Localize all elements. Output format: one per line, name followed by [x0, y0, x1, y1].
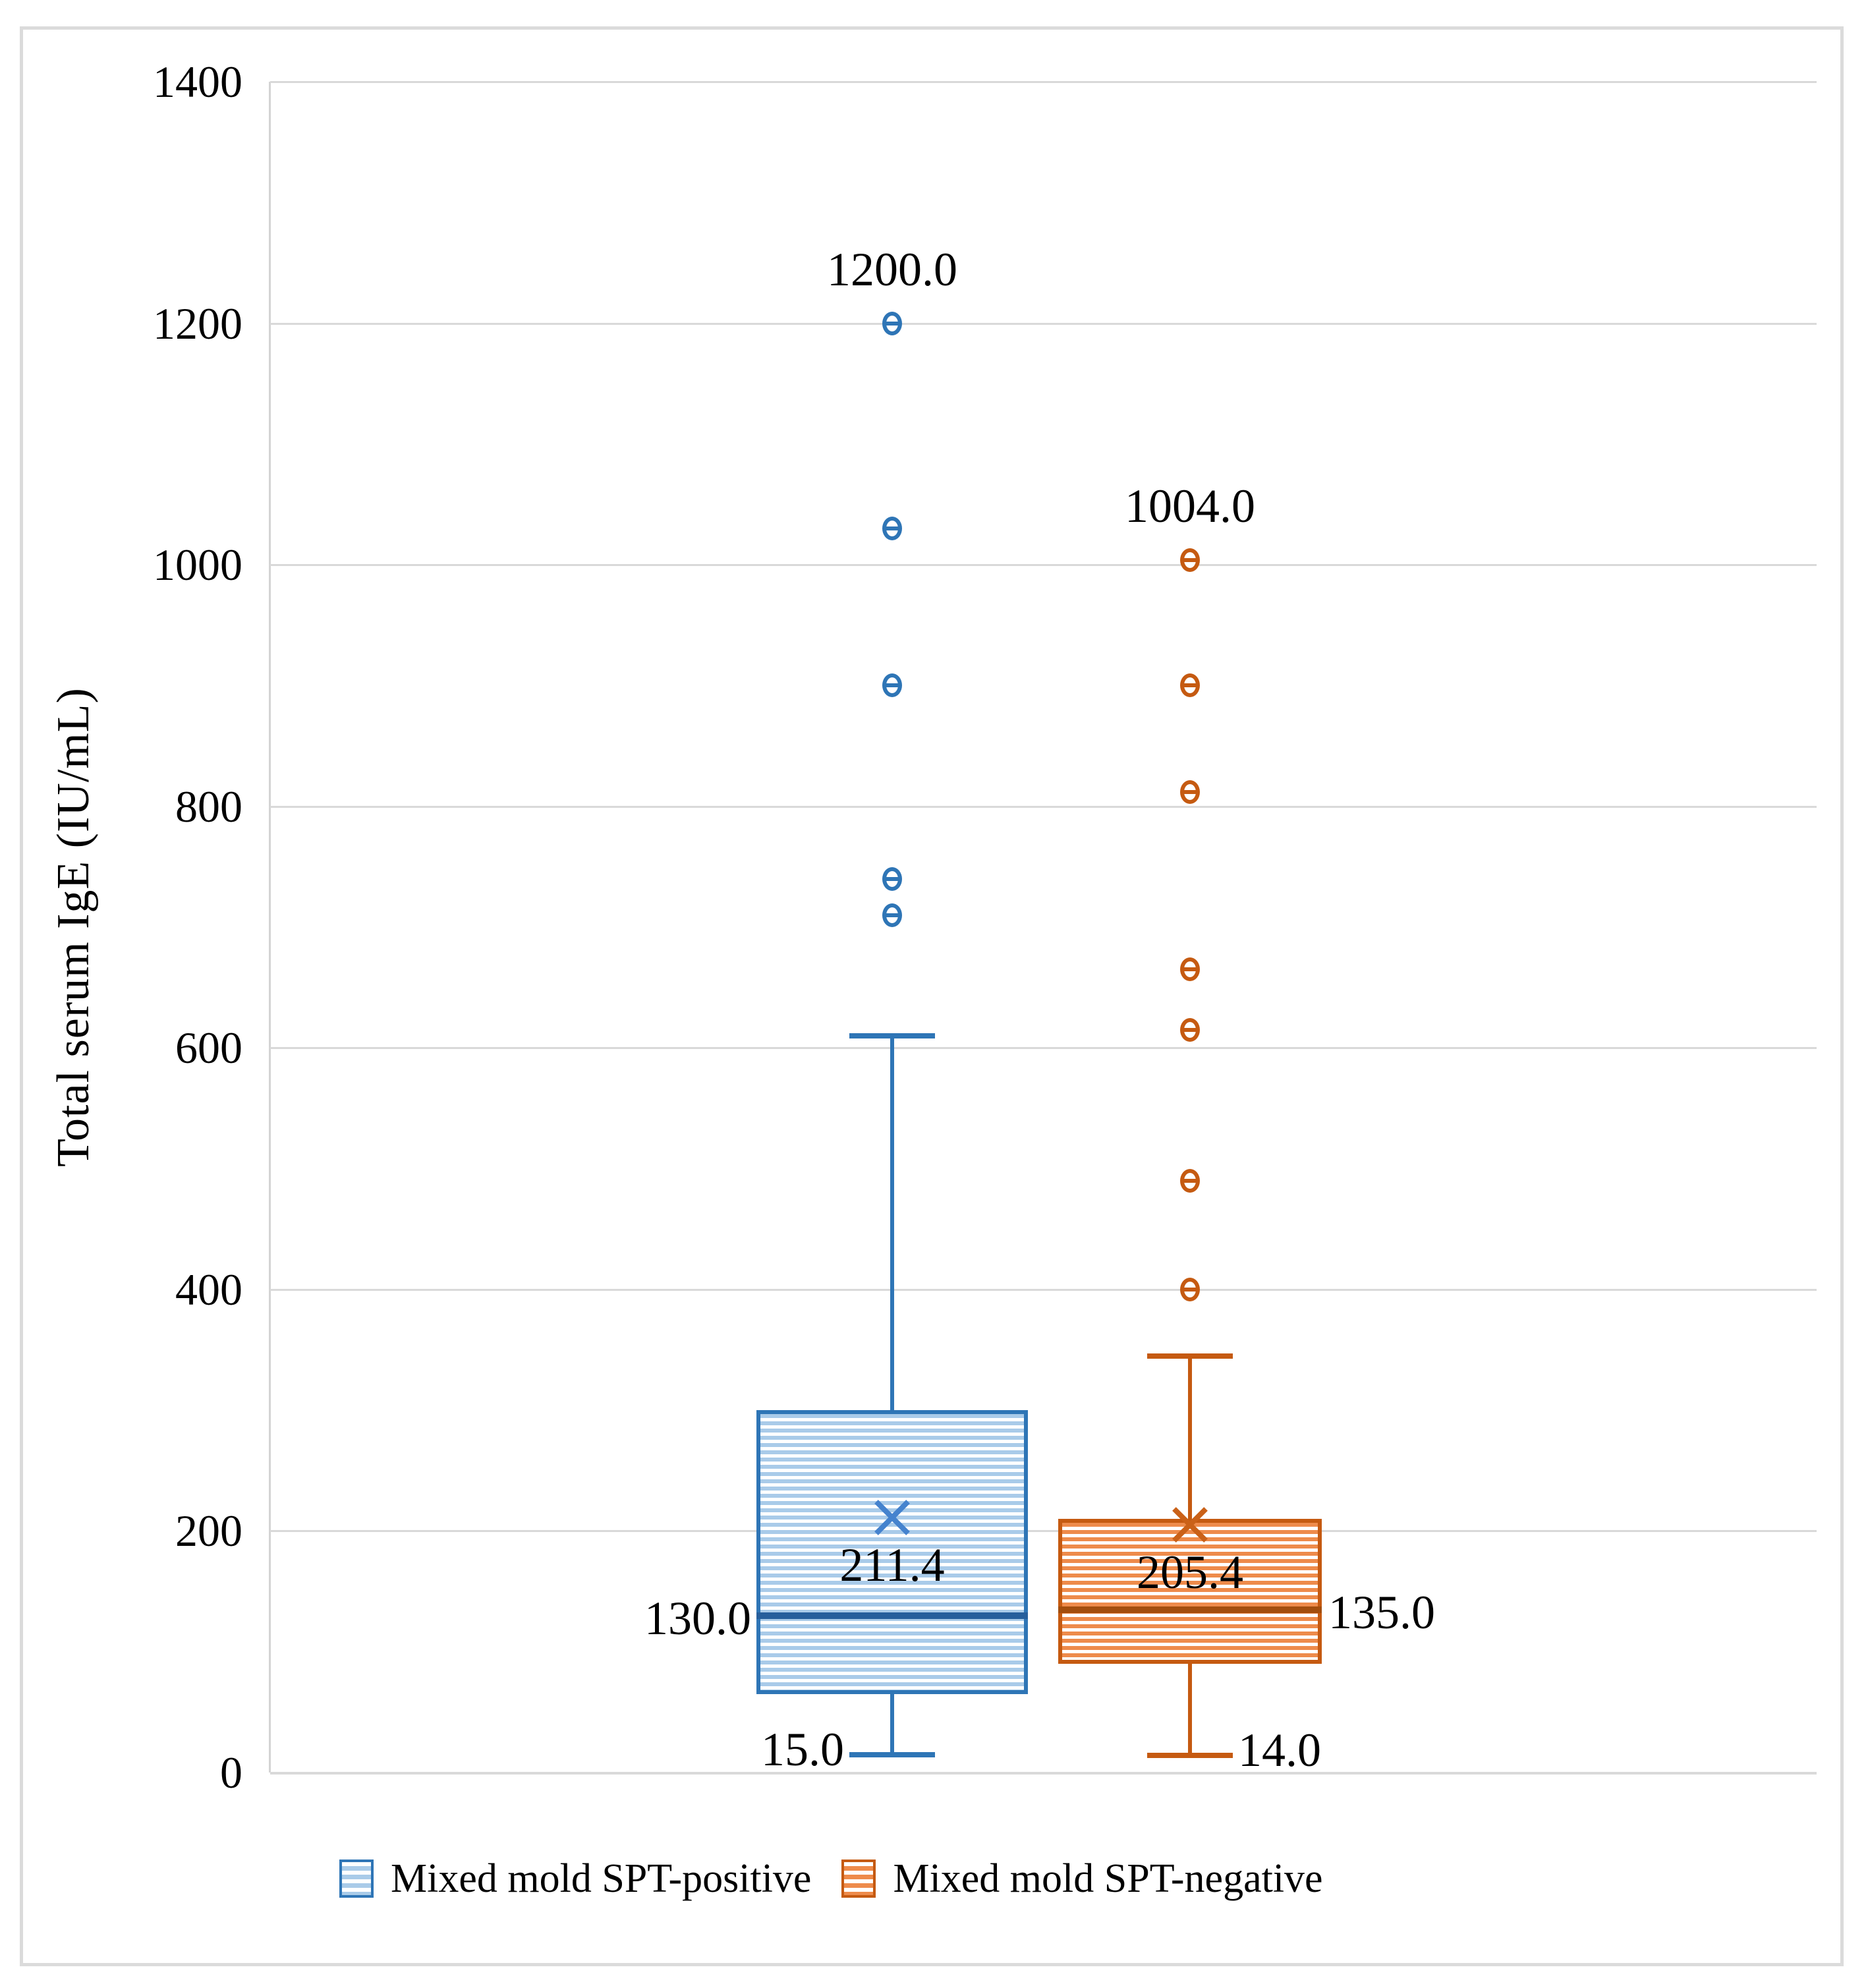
gridline	[270, 1288, 1817, 1291]
median-label: 135.0	[1328, 1585, 1435, 1639]
y-tick-label: 0	[220, 1747, 242, 1798]
outlier-dot	[882, 673, 902, 698]
mean-label: 211.4	[839, 1538, 945, 1591]
mean-label: 205.4	[1137, 1545, 1243, 1599]
y-axis-title: Total serum IgE (IU/mL)	[48, 687, 99, 1167]
y-tick-label: 1400	[153, 57, 242, 107]
outlier-dot	[882, 517, 902, 541]
box	[756, 1410, 1028, 1694]
whisker-cap-top	[849, 1033, 935, 1038]
outlier-max-label: 1200.0	[827, 242, 957, 296]
outlier-dot	[1180, 780, 1200, 804]
legend: Mixed mold SPT-positive Mixed mold SPT-n…	[339, 1858, 1323, 1899]
y-axis-line	[269, 82, 271, 1773]
outlier-dot	[882, 866, 902, 891]
y-tick-label: 200	[175, 1506, 242, 1556]
outlier-dot	[1180, 1017, 1200, 1042]
outlier-dot	[1180, 1277, 1200, 1301]
gridline	[270, 322, 1817, 325]
median-line	[756, 1612, 1028, 1619]
whisker-line-bottom	[890, 1693, 894, 1755]
chart-outer-border	[20, 26, 1844, 1966]
y-tick-label: 1200	[153, 298, 242, 349]
outlier-dot	[1180, 1168, 1200, 1193]
gridline	[270, 1772, 1817, 1775]
legend-label-spt-positive: Mixed mold SPT-positive	[391, 1856, 812, 1901]
whisker-cap-top	[1147, 1353, 1233, 1359]
whisker-line-top	[1188, 1355, 1192, 1519]
gridline	[270, 81, 1817, 83]
median-line	[1058, 1606, 1322, 1613]
gridline	[270, 564, 1817, 567]
legend-item-spt-positive: Mixed mold SPT-positive	[339, 1858, 811, 1899]
legend-swatch-spt-positive-icon	[339, 1860, 374, 1898]
whisker-line-bottom	[1188, 1664, 1192, 1756]
legend-label-spt-negative: Mixed mold SPT-negative	[893, 1856, 1323, 1901]
whisker-line-top	[890, 1035, 894, 1411]
gridline	[270, 1530, 1817, 1533]
outlier-max-label: 1004.0	[1125, 479, 1255, 532]
outlier-dot	[1180, 673, 1200, 698]
median-label: 130.0	[644, 1591, 751, 1645]
whisker-cap-bottom	[1147, 1753, 1233, 1759]
legend-item-spt-negative: Mixed mold SPT-negative	[841, 1856, 1323, 1901]
outlier-dot	[1180, 957, 1200, 982]
y-tick-label: 800	[175, 781, 242, 832]
gridline	[270, 1047, 1817, 1050]
y-tick-label: 400	[175, 1264, 242, 1315]
legend-swatch-spt-negative-icon	[841, 1860, 876, 1898]
min-label: 15.0	[761, 1722, 844, 1776]
outlier-dot	[882, 903, 902, 927]
y-tick-label: 1000	[153, 540, 242, 590]
whisker-cap-bottom	[849, 1751, 935, 1757]
y-tick-label: 600	[175, 1023, 242, 1073]
gridline	[270, 805, 1817, 808]
outlier-dot	[1180, 548, 1200, 572]
min-label: 14.0	[1238, 1724, 1321, 1777]
outlier-dot	[882, 311, 902, 335]
